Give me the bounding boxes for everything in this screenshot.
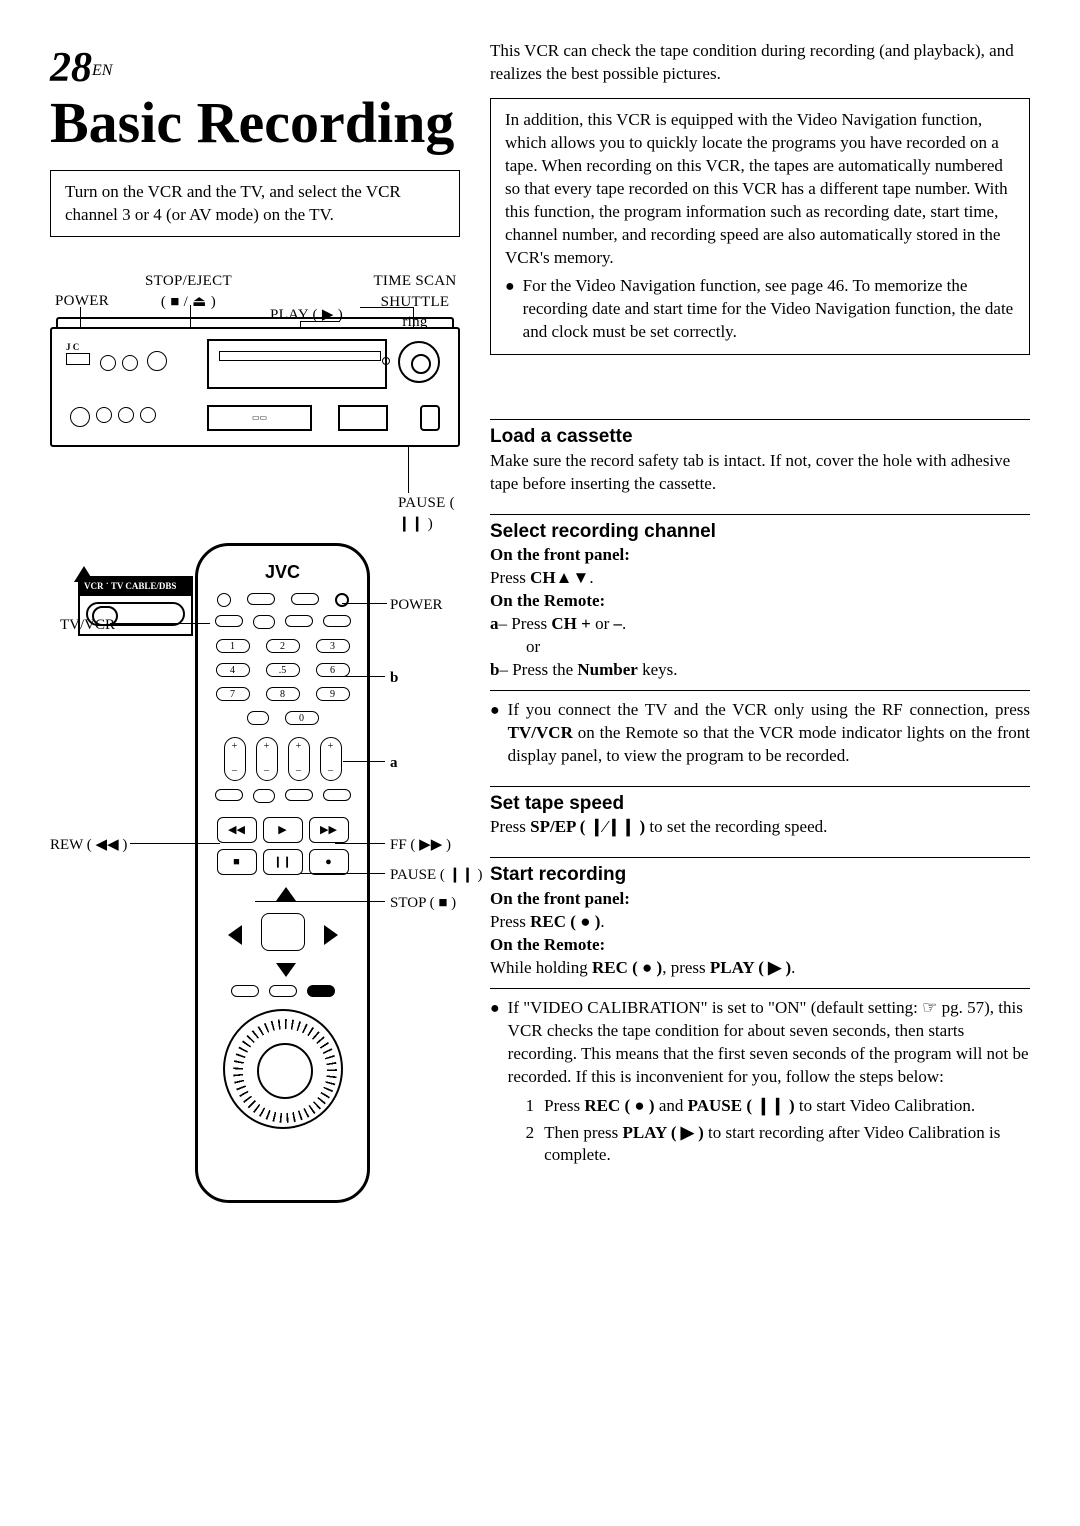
page-title: Basic Recording	[50, 93, 460, 154]
intro-text: This VCR can check the tape condition du…	[490, 40, 1030, 86]
vcr-diagram: POWER STOP/EJECT ( ■ / ⏏ ) PLAY ( ▶ ) TI…	[50, 253, 460, 513]
navigation-info-box: In addition, this VCR is equipped with t…	[490, 98, 1030, 355]
step-start-recording: Start recording	[490, 857, 1030, 888]
step-tape-speed: Set tape speed	[490, 786, 1030, 817]
step-select-channel: Select recording channel	[490, 514, 1030, 545]
step-load-cassette: Load a cassette	[490, 419, 1030, 450]
remote-diagram: VCR ˙ TV CABLE/DBS JVC 123 4.56 789 0 +–…	[50, 543, 460, 1223]
page-number: 28EN	[50, 40, 460, 97]
instruction-box: Turn on the VCR and the TV, and select t…	[50, 170, 460, 238]
